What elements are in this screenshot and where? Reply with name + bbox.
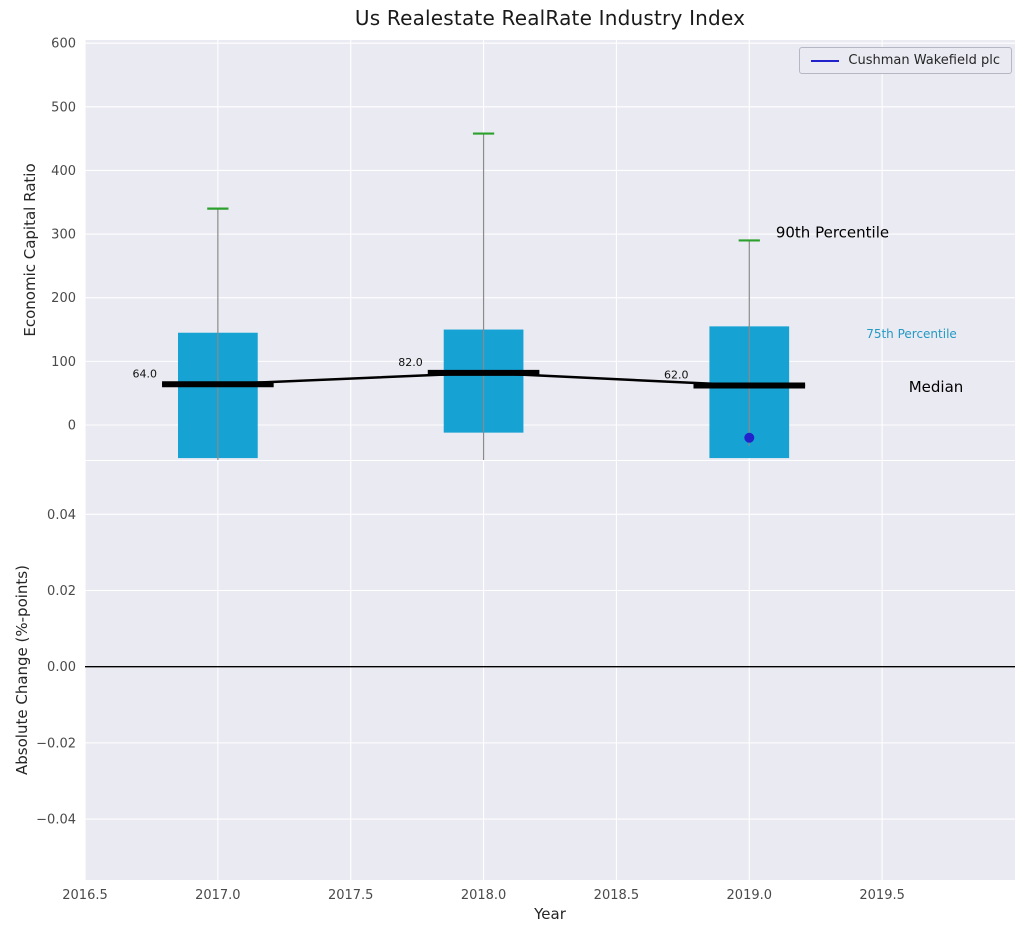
y-tick-label: 100: [51, 355, 76, 370]
median-value-label: 82.0: [398, 356, 423, 369]
y-tick-label: 300: [51, 228, 76, 243]
x-tick-label: 2018.0: [461, 888, 507, 903]
x-tick-label: 2016.5: [62, 888, 108, 903]
median-value-label: 64.0: [133, 367, 158, 380]
x-tick-label: 2017.5: [328, 888, 374, 903]
median-value-label: 62.0: [664, 369, 689, 382]
y-tick-label: 400: [51, 164, 76, 179]
x-tick-label: 2019.5: [859, 888, 905, 903]
tick-labels: 0 100 200 300 400 500 600 −0.04 −0.02 0.00 0.02 0.0…: [36, 37, 905, 903]
y-tick-label: 0.02: [47, 584, 76, 599]
annotation-75th-percentile: 75th Percentile: [866, 327, 957, 341]
y-tick-label: 600: [51, 37, 76, 52]
bottom-axes-background: [85, 461, 1015, 880]
y-tick-label: 200: [51, 291, 76, 306]
company-point: [744, 432, 755, 443]
y-tick-label: 500: [51, 100, 76, 115]
y-tick-label: 0.00: [47, 660, 76, 675]
x-tick-label: 2017.0: [195, 888, 241, 903]
annotation-median: Median: [909, 378, 964, 396]
legend-label: Cushman Wakefield plc: [848, 53, 1000, 68]
legend-line-swatch: [811, 59, 840, 62]
median-value-labels: 64.0 82.0 62.0: [133, 356, 689, 382]
y-tick-label: 0.04: [47, 508, 76, 523]
annotation-90th-percentile: 90th Percentile: [776, 223, 889, 241]
x-tick-label: 2019.0: [727, 888, 773, 903]
y-axis-label-absolute-change: Absolute Change (%-points): [13, 565, 31, 775]
y-axis-label-economic-capital-ratio: Economic Capital Ratio: [21, 163, 39, 337]
y-tick-label: 0: [68, 419, 76, 434]
x-tick-label: 2018.5: [594, 888, 640, 903]
boxplot-layer: [162, 132, 806, 460]
y-tick-label: −0.04: [36, 813, 76, 828]
x-axis-label-year: Year: [534, 905, 566, 923]
legend: Cushman Wakefield plc: [799, 47, 1012, 74]
y-tick-label: −0.02: [36, 736, 76, 751]
chart-title: Us Realestate RealRate Industry Index: [354, 6, 746, 30]
